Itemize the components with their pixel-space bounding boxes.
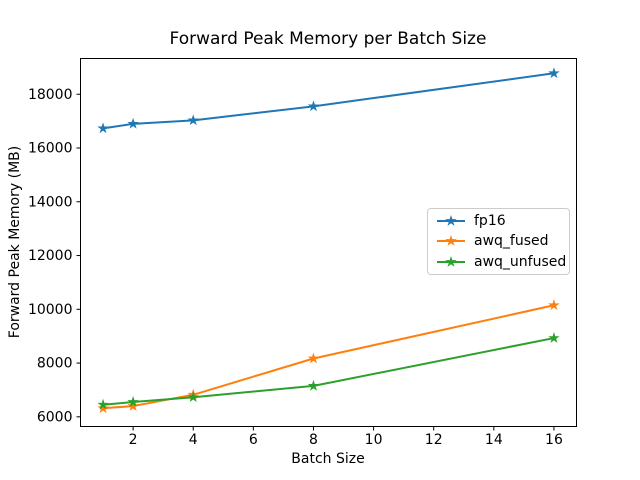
legend-star-icon	[445, 255, 457, 267]
y-tick-label: 18000	[28, 87, 73, 103]
data-point-fp16	[97, 122, 109, 134]
data-point-fp16	[127, 117, 139, 129]
legend-label-awq-fused: awq_fused	[474, 233, 549, 250]
series-line-fp16	[102, 72, 555, 130]
legend: fp16 awq_fused awq_unfused	[427, 208, 570, 275]
legend-sample-line-awq-unfused	[437, 255, 465, 267]
data-point-awq_fused	[127, 400, 139, 411]
x-tick-label: 2	[129, 432, 138, 448]
data-point-awq_fused	[548, 299, 560, 311]
data-point-awq_unfused	[97, 398, 109, 410]
y-tick-label: 8000	[37, 356, 73, 372]
legend-item-awq-unfused: awq_unfused	[436, 252, 566, 272]
y-tick-label: 6000	[37, 409, 73, 425]
x-axis-label: Batch Size	[291, 451, 365, 467]
data-point-awq_unfused	[127, 396, 139, 407]
legend-sample-line-fp16	[437, 215, 465, 227]
y-tick-label: 16000	[28, 141, 73, 157]
series-line-awq_unfused	[102, 337, 555, 406]
data-point-fp16	[548, 67, 560, 79]
legend-star-icon	[445, 215, 457, 227]
x-tick-label: 4	[189, 432, 198, 448]
x-tick-label: 8	[309, 432, 318, 448]
x-tick-label: 14	[485, 432, 503, 448]
data-point-fp16	[187, 114, 199, 126]
data-point-awq_fused	[307, 352, 320, 364]
legend-item-awq-fused: awq_fused	[436, 231, 561, 251]
data-point-awq_unfused	[548, 332, 560, 343]
x-tick-label: 6	[249, 432, 258, 448]
legend-label-fp16: fp16	[474, 213, 506, 230]
legend-item-fp16: fp16	[436, 211, 561, 231]
chart-title: Forward Peak Memory per Batch Size	[169, 29, 487, 49]
plot-border	[80, 58, 577, 427]
legend-star-icon	[445, 235, 457, 247]
x-tick-label: 16	[545, 432, 563, 448]
legend-label-awq-unfused: awq_unfused	[474, 253, 567, 270]
y-tick-label: 10000	[28, 302, 73, 318]
data-point-awq_fused	[97, 402, 109, 414]
x-tick-label: 10	[365, 432, 383, 448]
data-point-fp16	[307, 100, 320, 112]
y-tick-label: 12000	[28, 248, 73, 264]
data-point-awq_unfused	[307, 379, 320, 391]
y-tick-label: 14000	[28, 194, 73, 210]
legend-sample-line-awq-fused	[437, 235, 465, 247]
series-line-awq_fused	[102, 304, 555, 410]
y-axis-label: Forward Peak Memory (MB)	[7, 145, 23, 339]
x-tick-label: 12	[425, 432, 443, 448]
data-point-awq_unfused	[187, 391, 199, 403]
